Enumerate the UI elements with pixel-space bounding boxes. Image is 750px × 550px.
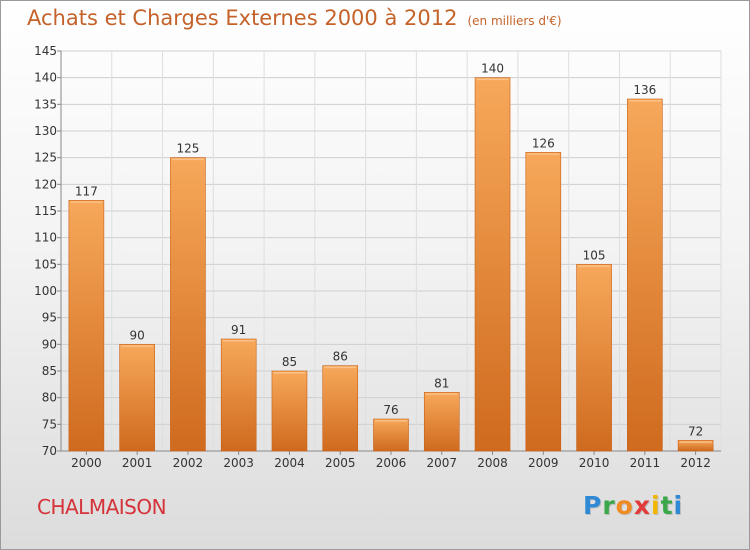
- x-tick-label: 2002: [173, 456, 204, 470]
- y-tick-label: 100: [34, 284, 57, 298]
- bar: [627, 98, 663, 452]
- bar: [170, 157, 206, 452]
- bar-value-label: 125: [176, 142, 199, 156]
- x-tick-label: 2011: [630, 456, 661, 470]
- x-tick-label: 2012: [680, 456, 711, 470]
- y-tick-label: 75: [42, 417, 57, 431]
- bar-highlight: [375, 420, 407, 422]
- bar-value-label: 86: [333, 350, 348, 364]
- bar-value-label: 91: [231, 323, 246, 337]
- bar: [322, 365, 359, 452]
- bar-value-label: 140: [481, 62, 504, 76]
- brand-letter: t: [660, 491, 674, 520]
- y-tick-label: 80: [42, 391, 57, 405]
- labels: 70 75 80 85 90 95 100 105 110 115 120 125 130 135 140 1…: [34, 44, 711, 470]
- brand-letter: o: [615, 491, 634, 520]
- bar-highlight: [324, 366, 357, 369]
- bar-highlight: [425, 393, 458, 395]
- x-tick-label: 2001: [122, 456, 153, 470]
- x-tick-label: 2010: [579, 456, 610, 470]
- grid-lines: [60, 50, 722, 452]
- bar: [373, 418, 409, 452]
- bar-highlight: [527, 153, 560, 155]
- bar-value-label: 72: [688, 424, 703, 438]
- x-tick-label: 2003: [223, 456, 254, 470]
- x-tick-label: 2004: [274, 456, 305, 470]
- bar: [220, 338, 257, 452]
- bar-highlight: [171, 158, 204, 161]
- x-tick-label: 2008: [477, 456, 508, 470]
- bar-highlight: [679, 441, 712, 443]
- x-tick-label: 2009: [528, 456, 559, 470]
- brand-logo: Proxiti: [583, 491, 683, 520]
- x-tick-label: 2007: [426, 456, 457, 470]
- brand-letter: i: [673, 491, 684, 520]
- bar-value-label: 85: [282, 355, 297, 369]
- brand-letter: i: [651, 491, 661, 520]
- axes: [57, 50, 721, 455]
- bar-value-label: 105: [583, 248, 606, 262]
- bar-highlight: [273, 372, 306, 374]
- bar-highlight: [476, 78, 509, 81]
- bar-highlight: [222, 340, 255, 342]
- bar-highlight: [628, 100, 661, 102]
- y-tick-label: 70: [42, 444, 57, 458]
- y-tick-label: 85: [42, 364, 57, 378]
- chart-title: Achats et Charges Externes 2000 à 2012 (e…: [27, 6, 562, 30]
- bar: [525, 152, 562, 452]
- bar: [271, 370, 308, 452]
- bar: [576, 264, 612, 452]
- bar-highlight: [70, 201, 103, 203]
- bar-value-label: 136: [633, 83, 656, 97]
- chart-title-text: Achats et Charges Externes 2000 à 2012: [27, 6, 458, 30]
- bar: [423, 392, 460, 452]
- y-tick-label: 135: [34, 97, 57, 111]
- bar-highlight: [578, 265, 611, 267]
- y-tick-label: 115: [34, 204, 57, 218]
- chart-unit-label: (en milliers d'€): [467, 14, 562, 28]
- commune-name: CHALMAISON: [37, 495, 167, 519]
- y-tick-label: 90: [42, 337, 57, 351]
- y-tick-label: 125: [34, 151, 57, 165]
- brand-letter: P: [583, 491, 603, 520]
- bar-value-label: 117: [75, 184, 98, 198]
- x-tick-label: 2000: [71, 456, 102, 470]
- bar: [68, 200, 105, 452]
- bar-value-label: 81: [434, 376, 449, 390]
- y-tick-label: 95: [42, 311, 57, 325]
- bar: [119, 344, 155, 452]
- bar: [677, 440, 714, 452]
- bar-value-label: 90: [130, 328, 145, 342]
- bar-highlight: [121, 345, 154, 347]
- x-tick-label: 2006: [376, 456, 407, 470]
- x-tick-label: 2005: [325, 456, 356, 470]
- bar: [474, 77, 511, 452]
- brand-letter: x: [633, 491, 651, 520]
- bar-value-label: 76: [383, 403, 398, 417]
- y-tick-label: 110: [34, 231, 57, 245]
- bar-value-label: 126: [532, 136, 555, 150]
- y-tick-label: 105: [34, 257, 57, 271]
- y-tick-label: 140: [34, 71, 57, 85]
- brand-letter: r: [602, 491, 616, 520]
- y-tick-label: 130: [34, 124, 57, 138]
- y-tick-label: 120: [34, 177, 57, 191]
- y-tick-label: 145: [34, 44, 57, 58]
- bars: [68, 77, 714, 452]
